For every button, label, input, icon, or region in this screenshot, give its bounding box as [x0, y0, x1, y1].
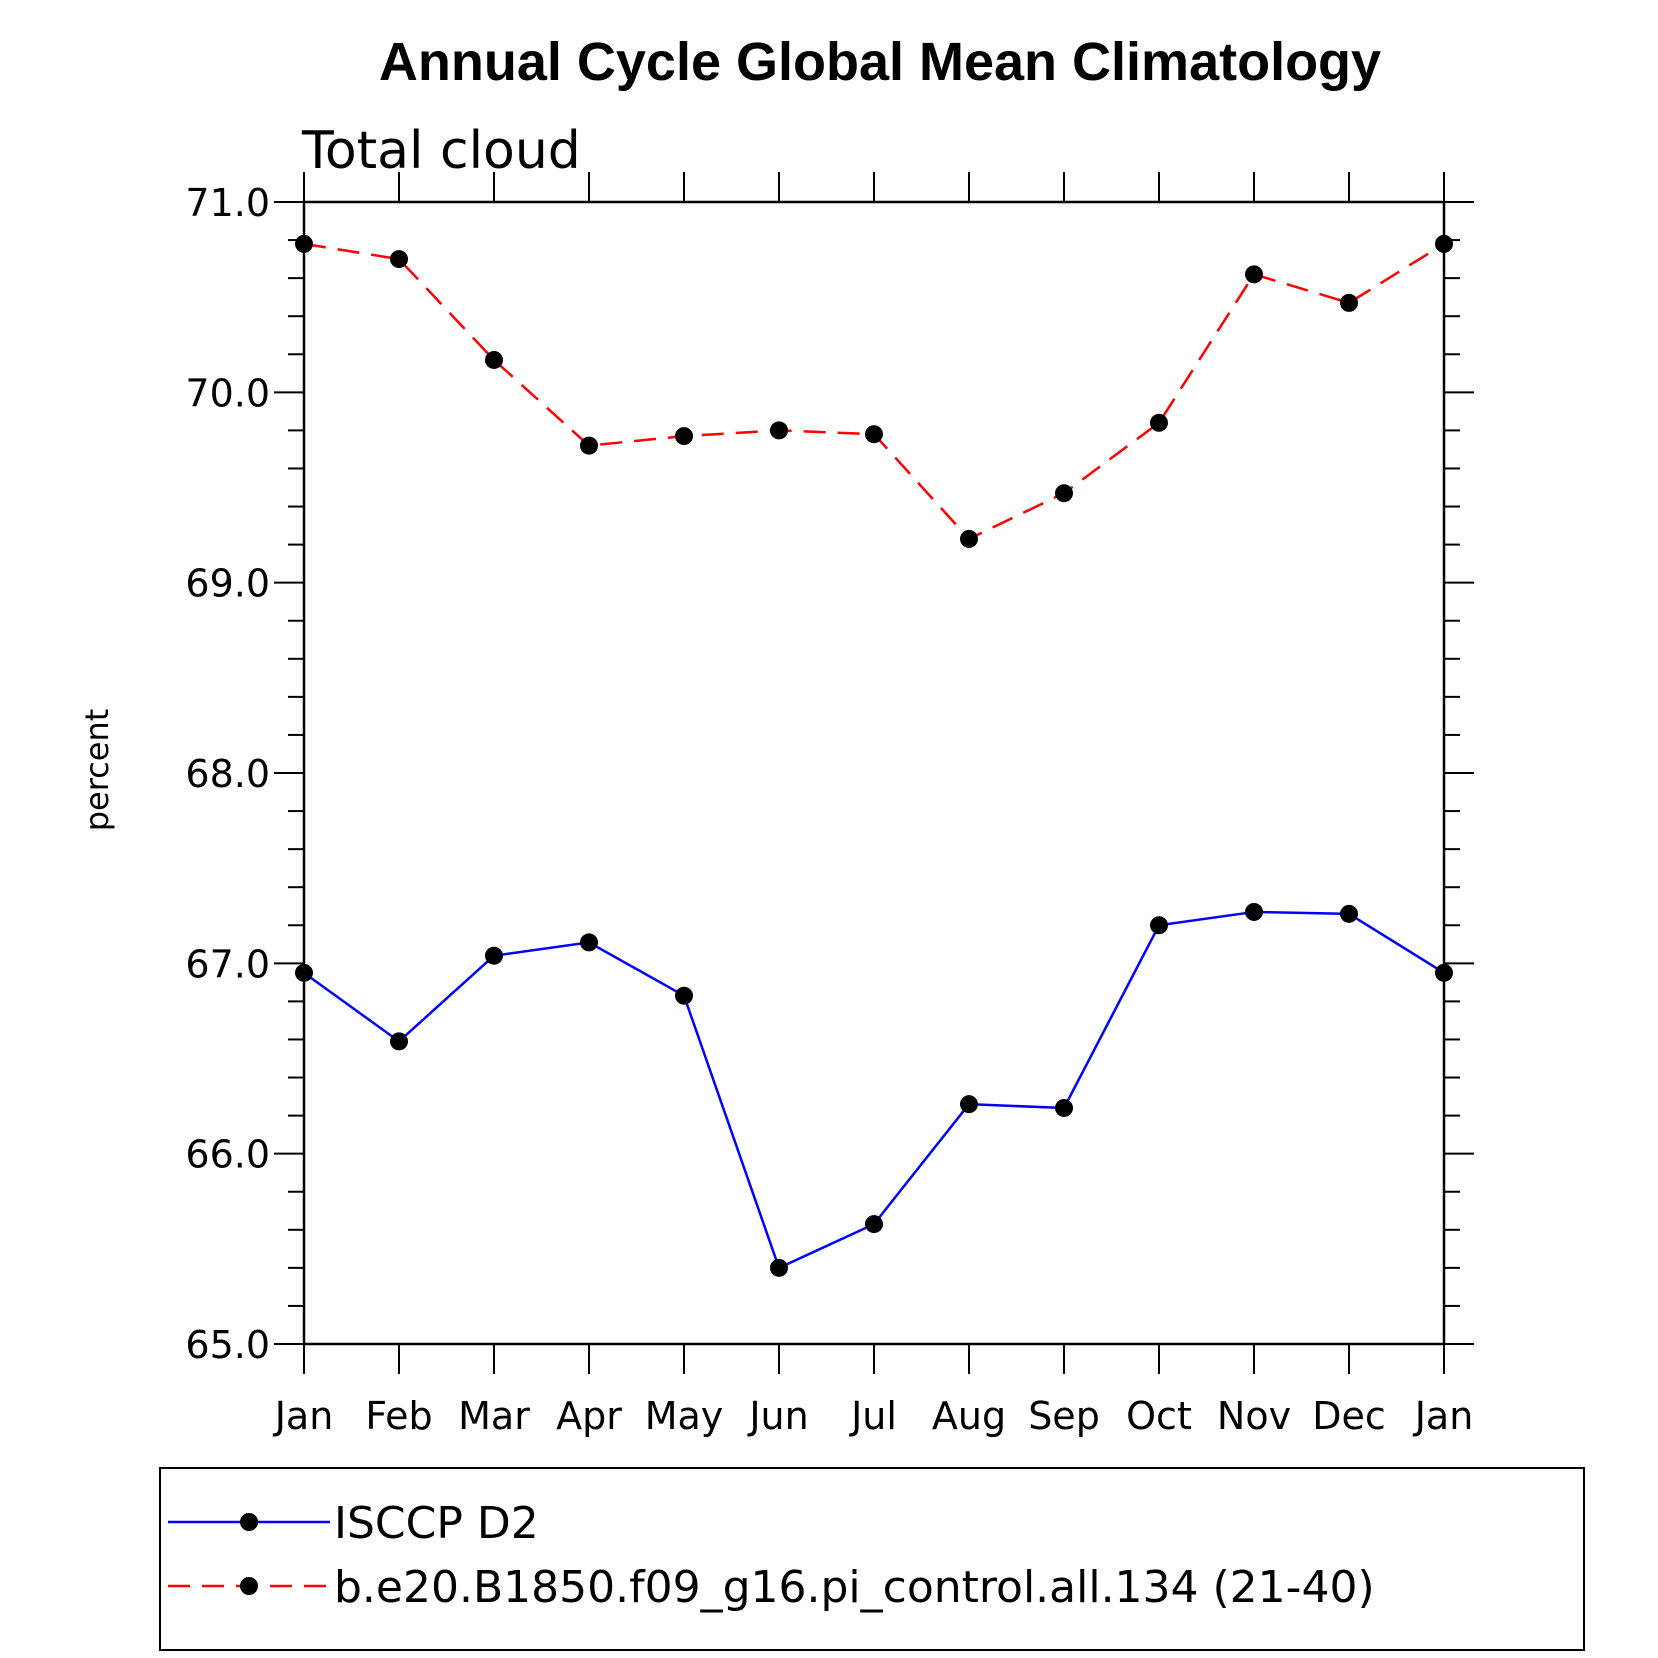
legend-swatch-marker	[240, 1577, 258, 1595]
data-point	[1340, 293, 1358, 312]
data-point	[580, 933, 598, 952]
data-point	[1245, 265, 1263, 284]
x-tick-label: Oct	[1126, 1394, 1192, 1438]
series-2	[295, 234, 1453, 548]
data-point	[1150, 916, 1168, 935]
x-tick-label: Dec	[1312, 1394, 1386, 1438]
y-axis-label: percent	[78, 709, 116, 832]
data-point	[960, 1095, 978, 1114]
data-point	[485, 946, 503, 965]
data-point	[295, 234, 313, 253]
y-tick-label: 68.0	[185, 752, 270, 796]
data-point	[485, 350, 503, 369]
series-1	[295, 902, 1453, 1277]
chart-title: Annual Cycle Global Mean Climatology	[379, 32, 1381, 92]
data-point	[865, 425, 883, 444]
data-point	[1150, 413, 1168, 432]
data-point	[1340, 904, 1358, 923]
legend-label: b.e20.B1850.f09_g16.pi_control.all.134 (…	[334, 1562, 1375, 1613]
data-point	[1435, 963, 1453, 982]
x-tick-label: Jun	[747, 1394, 808, 1438]
x-tick-label: Apr	[556, 1394, 622, 1438]
x-tick-label: Sep	[1028, 1394, 1100, 1438]
data-point	[770, 1258, 788, 1277]
data-point	[580, 436, 598, 455]
data-point	[1055, 1098, 1073, 1117]
legend-item: ISCCP D2	[168, 1498, 539, 1549]
data-point	[865, 1215, 883, 1234]
legend-swatch-marker	[240, 1513, 258, 1531]
legend-label: ISCCP D2	[334, 1498, 539, 1549]
data-point	[1435, 234, 1453, 253]
y-tick-label: 71.0	[185, 181, 270, 225]
x-tick-label: Feb	[365, 1394, 432, 1438]
y-tick-label: 67.0	[185, 942, 270, 986]
data-point	[390, 250, 408, 269]
y-tick-label: 66.0	[185, 1133, 270, 1177]
data-point	[675, 427, 693, 446]
y-axis: 65.0 66.0 67.0 68.0 69.0 70.0 71.0	[185, 181, 1474, 1367]
x-axis: Jan Feb Mar Apr May Jun Jul Aug Sep Oct Nov Dec Jan	[273, 172, 1474, 1438]
x-tick-label: Jan	[1413, 1394, 1474, 1438]
legend-item: b.e20.B1850.f09_g16.pi_control.all.134 (…	[168, 1562, 1375, 1613]
plot-frame	[302, 200, 1446, 1346]
data-point	[960, 529, 978, 548]
data-point	[1055, 484, 1073, 503]
data-point	[675, 986, 693, 1005]
series-line	[303, 242, 1445, 541]
x-tick-label: Mar	[458, 1394, 530, 1438]
data-point	[770, 421, 788, 440]
series-layer	[295, 234, 1453, 1277]
x-tick-label: Jan	[273, 1394, 334, 1438]
legend: ISCCP D2 b.e20.B1850.f09_g16.pi_control.a…	[159, 1467, 1585, 1651]
plot-area	[302, 200, 1446, 1346]
chart-subtitle: Total cloud	[301, 121, 581, 181]
data-point	[390, 1032, 408, 1051]
y-tick-label: 70.0	[185, 371, 270, 415]
series-line	[303, 910, 1445, 1270]
x-tick-label: Nov	[1217, 1394, 1291, 1438]
x-tick-label: Aug	[932, 1394, 1006, 1438]
data-point	[1245, 902, 1263, 921]
y-tick-label: 69.0	[185, 562, 270, 606]
legend-box	[159, 1467, 1585, 1651]
x-tick-label: May	[645, 1394, 724, 1438]
y-tick-label: 65.0	[185, 1323, 270, 1367]
x-tick-label: Jul	[849, 1394, 897, 1438]
data-point	[295, 963, 313, 982]
